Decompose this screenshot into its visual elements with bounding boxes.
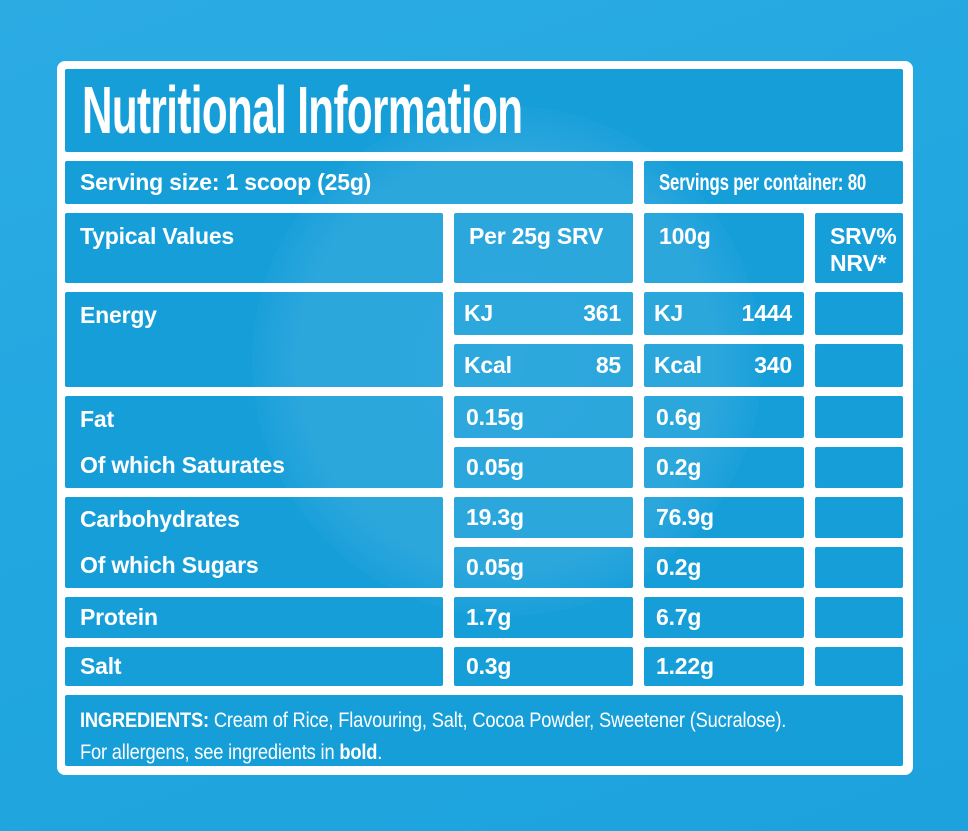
- header-srv-nrv-text: SRV% NRV*: [830, 223, 897, 277]
- sugars-nrv-empty-cell: [815, 547, 903, 588]
- sugars-srv-cell: 0.05g: [454, 547, 633, 588]
- allergen-note-bold: bold: [339, 740, 378, 765]
- serving-size-text: Serving size: 1 scoop (25g): [80, 169, 372, 195]
- salt-label: Salt: [80, 653, 122, 679]
- protein-nrv-empty-cell: [815, 597, 903, 638]
- carbohydrates-srv-cell: 19.3g: [454, 497, 633, 538]
- protein-100g-value: 6.7g: [656, 604, 702, 630]
- energy-kcal-unit-100g: Kcal: [654, 352, 702, 378]
- carbs-sugars-label-cell: Carbohydrates Of which Sugars: [65, 497, 443, 588]
- energy-kcal-100g-value: 340: [754, 352, 792, 378]
- saturates-100g-value: 0.2g: [656, 454, 702, 480]
- header-per-srv-text: Per 25g SRV: [469, 223, 604, 249]
- energy-kj-unit: KJ: [464, 300, 494, 326]
- salt-label-cell: Salt: [65, 647, 443, 686]
- serving-size-cell: Serving size: 1 scoop (25g): [65, 161, 633, 204]
- header-100g: 100g: [644, 213, 804, 283]
- nutrition-panel: Nutritional Information Serving size: 1 …: [57, 61, 913, 775]
- protein-srv-cell: 1.7g: [454, 597, 633, 638]
- carbohydrates-nrv-empty-cell: [815, 497, 903, 538]
- energy-kcal-srv-cell: Kcal 85: [454, 344, 633, 387]
- salt-100g-cell: 1.22g: [644, 647, 804, 686]
- energy-label-cell: Energy: [65, 292, 443, 387]
- header-srv-nrv: SRV% NRV*: [815, 213, 903, 283]
- sugars-100g-cell: 0.2g: [644, 547, 804, 588]
- salt-srv-value: 0.3g: [466, 653, 512, 679]
- ingredients-list: Cream of Rice, Flavouring, Salt, Cocoa P…: [208, 708, 787, 732]
- salt-srv-cell: 0.3g: [454, 647, 633, 686]
- fat-nrv-empty-cell: [815, 396, 903, 438]
- energy-label: Energy: [80, 302, 157, 329]
- allergen-note-suffix: .: [377, 740, 383, 765]
- saturates-srv-cell: 0.05g: [454, 447, 633, 488]
- protein-100g-cell: 6.7g: [644, 597, 804, 638]
- allergen-note-prefix: For allergens, see ingredients in: [80, 740, 340, 765]
- carbohydrates-100g-value: 76.9g: [656, 504, 714, 530]
- protein-label-cell: Protein: [65, 597, 443, 638]
- sugars-label: Of which Sugars: [80, 551, 259, 578]
- carbohydrates-label: Carbohydrates: [80, 506, 240, 533]
- page-title: Nutritional Information: [82, 73, 523, 148]
- header-100g-text: 100g: [659, 223, 711, 249]
- fat-100g-value: 0.6g: [656, 403, 702, 430]
- carbohydrates-100g-cell: 76.9g: [644, 497, 804, 538]
- nutrition-table: Nutritional Information Serving size: 1 …: [65, 69, 903, 766]
- sugars-100g-value: 0.2g: [656, 554, 702, 580]
- energy-kj-100g-cell: KJ 1444: [644, 292, 804, 335]
- title-cell: Nutritional Information: [65, 69, 903, 152]
- header-typical-values: Typical Values: [65, 213, 443, 283]
- fat-label: Fat: [80, 405, 114, 432]
- salt-nrv-empty-cell: [815, 647, 903, 686]
- fat-srv-cell: 0.15g: [454, 396, 633, 438]
- header-typical-values-text: Typical Values: [80, 223, 235, 249]
- energy-kj-unit-100g: KJ: [654, 300, 684, 326]
- energy-kj-nrv-empty-cell: [815, 292, 903, 335]
- carbohydrates-srv-value: 19.3g: [466, 504, 524, 530]
- energy-kcal-100g-cell: Kcal 340: [644, 344, 804, 387]
- ingredients-text: INGREDIENTS: Cream of Rice, Flavouring, …: [80, 704, 890, 766]
- servings-per-container-cell: Servings per container: 80: [644, 161, 903, 204]
- fat-saturates-label-cell: Fat Of which Saturates: [65, 396, 443, 488]
- energy-kj-srv-value: 361: [583, 300, 621, 326]
- servings-per-container-text: Servings per container: 80: [659, 169, 867, 195]
- salt-100g-value: 1.22g: [656, 653, 714, 679]
- fat-100g-cell: 0.6g: [644, 396, 804, 438]
- sugars-srv-value: 0.05g: [466, 554, 524, 580]
- protein-label: Protein: [80, 604, 158, 630]
- saturates-srv-value: 0.05g: [466, 454, 524, 480]
- saturates-nrv-empty-cell: [815, 447, 903, 488]
- energy-label-spacer: [65, 340, 443, 388]
- protein-srv-value: 1.7g: [466, 604, 512, 630]
- energy-kcal-srv-value: 85: [595, 352, 621, 378]
- header-per-srv: Per 25g SRV: [454, 213, 633, 283]
- fat-srv-value: 0.15g: [466, 403, 524, 430]
- ingredients-cell: INGREDIENTS: Cream of Rice, Flavouring, …: [65, 695, 903, 766]
- energy-kcal-unit: Kcal: [464, 352, 512, 378]
- energy-kj-srv-cell: KJ 361: [454, 292, 633, 335]
- saturates-label: Of which Saturates: [80, 451, 285, 478]
- energy-kcal-nrv-empty-cell: [815, 344, 903, 387]
- ingredients-heading: INGREDIENTS:: [80, 708, 209, 732]
- saturates-100g-cell: 0.2g: [644, 447, 804, 488]
- energy-kj-100g-value: 1444: [741, 300, 793, 326]
